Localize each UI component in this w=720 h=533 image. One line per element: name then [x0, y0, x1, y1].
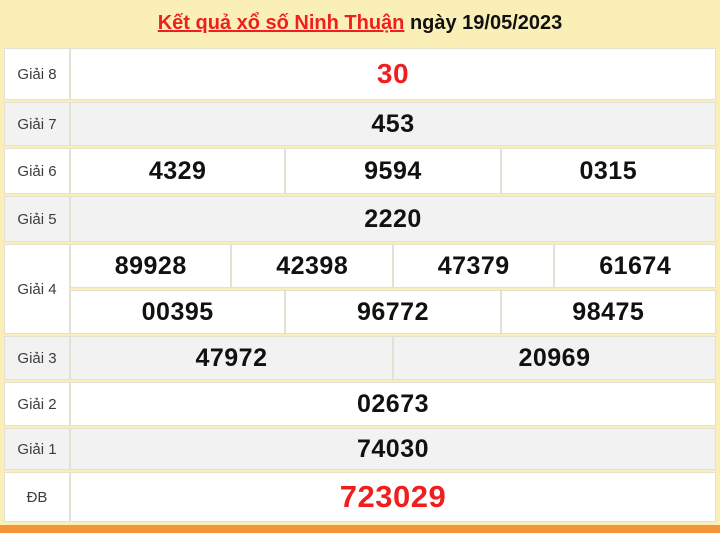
prize-number: 47379: [392, 244, 555, 288]
page-title: Kết quả xổ số Ninh Thuận ngày 19/05/2023: [0, 0, 720, 46]
draw-date-text: ngày 19/05/2023: [404, 11, 563, 34]
table-row-prize3: Giải 3 47972 20969: [4, 336, 716, 380]
prize-number: 00395: [70, 290, 286, 334]
prize-label: Giải 8: [4, 48, 70, 100]
prize-number: 89928: [70, 244, 232, 288]
results-table: Giải 8 30 Giải 7 453 Giải 6 4329 9594 03…: [4, 46, 716, 524]
prize-number: 96772: [285, 290, 501, 334]
table-row-prize7: Giải 7 453: [4, 102, 716, 146]
lottery-name-link[interactable]: Kết quả xổ số Ninh Thuận: [157, 11, 405, 34]
prize-number: 74030: [70, 428, 716, 470]
prize-label: Giải 6: [4, 148, 70, 194]
table-row-prize5: Giải 5 2220: [4, 196, 716, 242]
table-row-prize1: Giải 1 74030: [4, 428, 716, 470]
table-row-prize6: Giải 6 4329 9594 0315: [4, 148, 716, 194]
table-row-prize4-line1: Giải 4 89928 42398 47379 61674: [4, 244, 716, 334]
prize-label: Giải 7: [4, 102, 70, 146]
bottom-accent-bar: [0, 525, 720, 533]
prize-number: 4329: [70, 148, 286, 194]
prize-number: 9594: [285, 148, 501, 194]
prize-number: 453: [70, 102, 716, 146]
prize-number: 30: [70, 48, 716, 100]
table-row-prize4-line2: 00395 96772 98475: [4, 290, 716, 334]
prize-label: Giải 1: [4, 428, 70, 470]
prize-number: 98475: [500, 290, 716, 334]
prize-number: 2220: [70, 196, 716, 242]
table-row-prize8: Giải 8 30: [4, 48, 716, 100]
prize-number: 723029: [70, 472, 716, 522]
prize-number: 02673: [70, 382, 716, 426]
prize-label: Giải 5: [4, 196, 70, 242]
prize-label: ĐB: [4, 472, 70, 522]
prize-number: 47972: [70, 336, 393, 380]
prize-number: 20969: [392, 336, 716, 380]
prize-label: Giải 2: [4, 382, 70, 426]
table-row-prize2: Giải 2 02673: [4, 382, 716, 426]
table-row-special-prize: ĐB 723029: [4, 472, 716, 522]
prize-label: Giải 4: [4, 244, 70, 334]
prize-label: Giải 3: [4, 336, 70, 380]
prize-number: 0315: [500, 148, 716, 194]
prize-number: 61674: [554, 244, 716, 288]
prize-number: 42398: [231, 244, 393, 288]
